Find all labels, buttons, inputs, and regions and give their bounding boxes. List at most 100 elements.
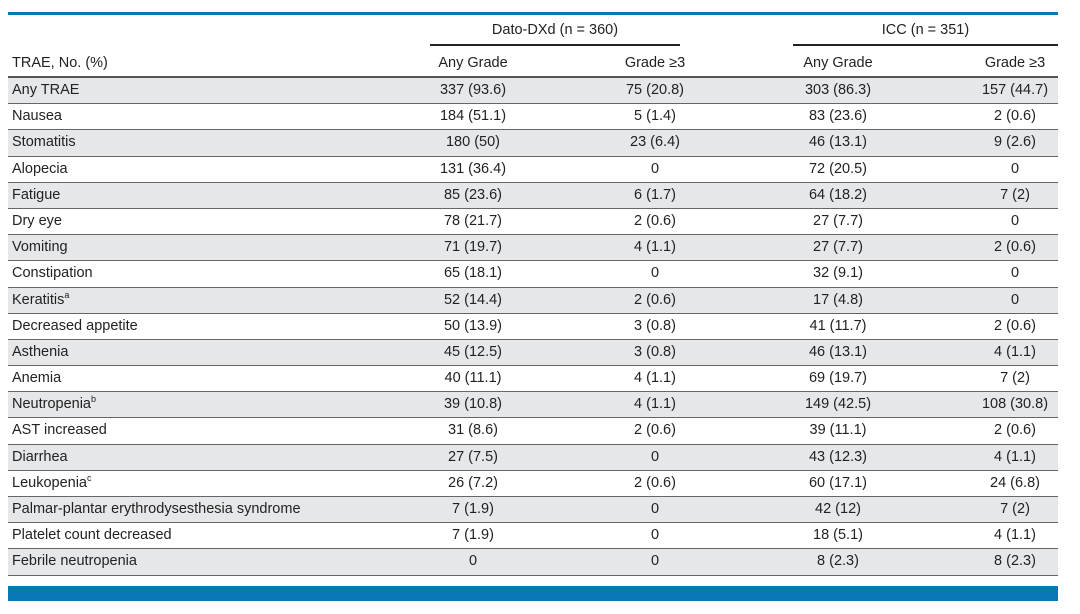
icc-grade3-cell: 2 (0.6) [994, 317, 1036, 334]
row-label: Anemia [12, 366, 61, 391]
table-row: Any TRAE 337 (93.6) 75 (20.8) 303 (86.3) 157… [8, 78, 1058, 105]
table-row: Dry eye 78 (21.7) 2 (0.6) 27 (7.7) 0 [8, 209, 1058, 236]
row-label: AST increased [12, 418, 107, 443]
row-label-text: Anemia [12, 370, 62, 387]
table-row: AST increased 31 (8.6) 2 (0.6) 39 (11.1) 2 (… [8, 418, 1058, 445]
dato-any-grade-cell: 184 (51.1) [439, 108, 507, 125]
dato-any-grade-cell: 7 (1.9) [452, 501, 494, 517]
table-body: Any TRAE 337 (93.6) 75 (20.8) 303 (86.3) 157… [8, 78, 1058, 576]
row-label-text: Any TRAE [12, 82, 80, 98]
row-label-text: Fatigue [12, 186, 61, 203]
row-label: Platelet count decreased [12, 523, 172, 548]
row-label-text: Constipation [12, 265, 93, 282]
table-row: Vomiting 71 (19.7) 4 (1.1) 27 (7.7) 2 (0.6) [8, 235, 1058, 262]
icc-any-grade-cell: 39 (11.1) [809, 422, 867, 439]
row-label: Asthenia [12, 340, 68, 365]
icc-grade3-cell: 0 [1010, 291, 1020, 308]
dato-any-grade-cell: 40 (11.1) [444, 370, 502, 387]
dato-any-grade-cell: 45 (12.5) [443, 343, 503, 360]
icc-grade3-cell: 7 (2) [1000, 186, 1030, 203]
dato-grade3-cell: 4 (1.1) [634, 239, 676, 256]
dato-grade3-cell: 2 (0.6) [634, 291, 676, 308]
icc-grade3-cell: 0 [1010, 212, 1020, 229]
dato-any-grade-cell: 337 (93.6) [439, 82, 507, 98]
table-row: Nausea 184 (51.1) 5 (1.4) 83 (23.6) 2 (0.6) [8, 104, 1058, 131]
row-label-text: Nausea [12, 108, 62, 125]
row-label-text: Dry eye [12, 212, 62, 229]
table-row: Platelet count decreased 7 (1.9) 0 18 (5.1)… [8, 523, 1058, 550]
dato-any-grade-cell: 7 (1.9) [452, 527, 494, 544]
icc-any-grade-cell: 64 (18.2) [808, 186, 868, 203]
row-label-text: Platelet count decreased [12, 527, 172, 544]
row-label-text: Stomatitis [12, 134, 76, 151]
icc-grade3-cell: 7 (2) [1000, 501, 1030, 517]
column-header-icc-grade3: Grade ≥3 [984, 55, 1046, 71]
row-label: Constipation [12, 261, 93, 286]
dato-grade3-cell: 2 (0.6) [634, 474, 676, 491]
dato-grade3-cell: 0 [650, 553, 660, 570]
row-label: Neutropeniab [12, 392, 96, 417]
column-header-trae: TRAE, No. (%) [12, 55, 108, 71]
icc-any-grade-cell: 46 (13.1) [808, 343, 868, 360]
table-row: Stomatitis 180 (50) 23 (6.4) 46 (13.1) 9 (2.… [8, 130, 1058, 157]
dato-grade3-cell: 4 (1.1) [634, 396, 676, 413]
icc-any-grade-cell: 27 (7.7) [813, 239, 863, 256]
dato-any-grade-cell: 26 (7.2) [448, 474, 498, 491]
dato-grade3-cell: 0 [650, 527, 660, 544]
column-header-row: TRAE, No. (%) Any Grade Grade ≥3 Any Gra… [8, 50, 1058, 78]
table-row: Anemia 40 (11.1) 4 (1.1) 69 (19.7) 7 (2) [8, 366, 1058, 393]
row-label-text: Febrile neutropenia [12, 553, 137, 570]
dato-grade3-cell: 0 [650, 448, 660, 465]
icc-any-grade-cell: 303 (86.3) [804, 82, 872, 98]
table-row: Alopecia 131 (36.4) 0 72 (20.5) 0 [8, 157, 1058, 183]
row-label-text: Alopecia [12, 160, 68, 177]
dato-any-grade-cell: 0 [468, 553, 478, 570]
row-label: Febrile neutropenia [12, 549, 137, 574]
icc-any-grade-cell: 83 (23.6) [808, 108, 868, 125]
dato-grade3-cell: 5 (1.4) [634, 108, 676, 125]
dato-grade3-cell: 4 (1.1) [634, 370, 676, 387]
icc-any-grade-cell: 60 (17.1) [808, 474, 868, 491]
dato-any-grade-cell: 180 (50) [445, 134, 500, 151]
column-header-dato-grade3: Grade ≥3 [624, 55, 686, 71]
table-bottom-band [8, 586, 1058, 601]
row-label: Nausea [12, 104, 62, 129]
icc-any-grade-cell: 46 (13.1) [808, 134, 868, 151]
icc-any-grade-cell: 41 (11.7) [809, 317, 867, 334]
table-top-rule [8, 12, 1058, 15]
icc-any-grade-cell: 32 (9.1) [813, 265, 863, 282]
row-label: Any TRAE [12, 78, 79, 103]
icc-any-grade-cell: 149 (42.5) [804, 396, 872, 413]
dato-grade3-cell: 75 (20.8) [625, 82, 685, 98]
row-label: Leukopeniac [12, 471, 92, 496]
table-row: Decreased appetite 50 (13.9) 3 (0.8) 41 (11… [8, 314, 1058, 340]
table-row: Palmar-plantar erythrodysesthesia syndro… [8, 497, 1058, 524]
icc-any-grade-cell: 17 (4.8) [813, 291, 863, 308]
row-label: Keratitisa [12, 288, 69, 313]
dato-any-grade-cell: 78 (21.7) [443, 212, 503, 229]
dato-any-grade-cell: 131 (36.4) [439, 160, 507, 177]
row-label: Dry eye [12, 209, 62, 234]
group-header-icc: ICC (n = 351) [793, 20, 1058, 46]
column-header-icc-any-grade: Any Grade [803, 55, 873, 71]
row-label-text: Diarrhea [12, 448, 68, 465]
dato-grade3-cell: 0 [650, 501, 660, 517]
icc-grade3-cell: 24 (6.8) [990, 474, 1040, 491]
group-header-label: Dato-DXd (n = 360) [491, 22, 619, 38]
icc-grade3-cell: 2 (0.6) [994, 422, 1036, 439]
icc-any-grade-cell: 72 (20.5) [808, 160, 868, 177]
row-label: Diarrhea [12, 445, 68, 470]
dato-grade3-cell: 3 (0.8) [634, 343, 676, 360]
dato-any-grade-cell: 71 (19.7) [443, 239, 503, 256]
dato-grade3-cell: 23 (6.4) [630, 134, 680, 151]
icc-any-grade-cell: 27 (7.7) [813, 212, 863, 229]
icc-grade3-cell: 4 (1.1) [994, 448, 1036, 465]
icc-any-grade-cell: 18 (5.1) [813, 527, 863, 544]
dato-grade3-cell: 0 [650, 265, 660, 282]
icc-grade3-cell: 157 (44.7) [981, 82, 1049, 98]
table-row: Neutropeniab 39 (10.8) 4 (1.1) 149 (42.5) 10… [8, 392, 1058, 419]
group-header-label: ICC (n = 351) [881, 22, 970, 38]
icc-grade3-cell: 7 (2) [1000, 370, 1030, 387]
dato-any-grade-cell: 52 (14.4) [443, 291, 503, 308]
dato-any-grade-cell: 85 (23.6) [443, 186, 503, 203]
